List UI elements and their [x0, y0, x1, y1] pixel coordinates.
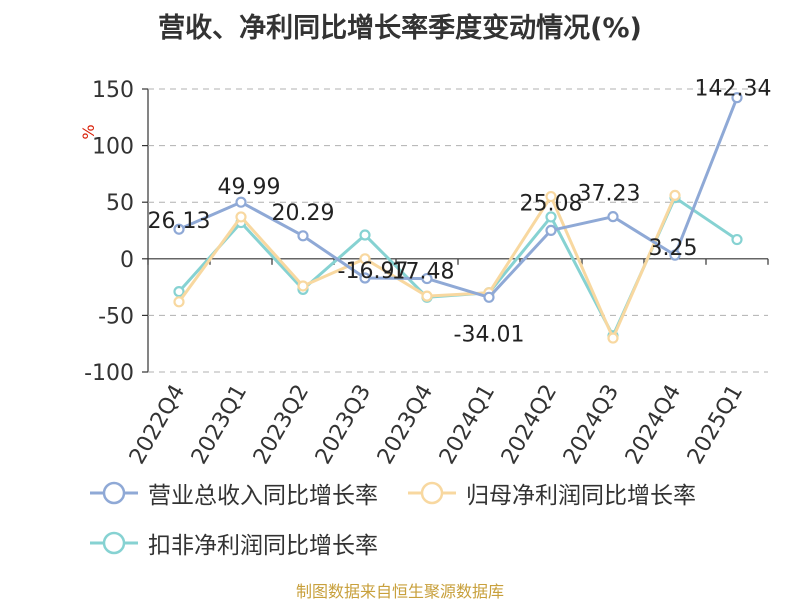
x-tick-label: 2023Q3 [311, 381, 376, 469]
x-tick-label: 2022Q4 [125, 381, 190, 469]
series-point-1 [669, 249, 681, 261]
data-label: 26.13 [148, 209, 211, 234]
chart-title: 营收、净利同比增长率季度变动情况(%) [158, 13, 642, 44]
x-tick-label: 2024Q4 [621, 381, 686, 469]
legend-swatch-icon [90, 531, 138, 555]
legend-swatch-icon [408, 481, 456, 505]
series-point-2 [669, 189, 681, 202]
legend: 营业总收入同比增长率 归母净利润同比增长率扣非净利润同比增长率 [88, 474, 768, 562]
legend-label: 营业总收入同比增长率 [148, 483, 378, 509]
y-tick-label: 100 [92, 135, 134, 160]
data-label: 49.99 [218, 175, 281, 200]
legend-label: 归母净利润同比增长率 [466, 483, 696, 509]
x-tick-label: 2023Q2 [249, 381, 314, 469]
series-point-2 [173, 296, 185, 308]
y-tick-label: -50 [98, 304, 134, 329]
legend-swatch-icon [90, 481, 138, 505]
series-point-2 [421, 290, 433, 302]
series-point-2 [545, 190, 557, 203]
legend-item-3[interactable]: 扣非净利润同比增长率 [88, 524, 378, 562]
series-point-3 [359, 229, 371, 241]
x-tick-label: 2024Q1 [435, 381, 500, 469]
series-point-1 [545, 224, 557, 237]
series-point-3 [545, 211, 557, 223]
x-tick-label: 2025Q1 [683, 381, 748, 469]
y-tick-label: 0 [120, 248, 134, 273]
y-tick-label: 50 [106, 191, 134, 216]
legend-label: 扣非净利润同比增长率 [148, 533, 378, 559]
legend-item-2[interactable]: 归母净利润同比增长率 [406, 474, 696, 512]
data-label: -34.01 [454, 322, 525, 347]
data-label: 20.29 [272, 201, 335, 226]
data-label: 37.23 [578, 182, 641, 207]
data-label: -17.48 [384, 260, 455, 285]
series-line-1 [178, 97, 739, 299]
x-tick-label: 2024Q3 [559, 381, 624, 469]
series-point-2 [359, 253, 371, 265]
series-point-1 [235, 196, 247, 208]
data-label: 142.34 [695, 77, 772, 102]
series-point-1 [483, 291, 495, 303]
data-label: 3.25 [649, 236, 698, 261]
series-point-3 [173, 286, 185, 298]
x-tick-label: 2023Q1 [187, 381, 252, 469]
y-axis-label: % [79, 124, 98, 139]
data-label: -16.97 [338, 259, 409, 284]
series-point-3 [731, 233, 743, 246]
x-tick-label: 2024Q2 [497, 381, 562, 469]
series-point-1 [731, 92, 743, 104]
series-point-1 [607, 211, 619, 223]
source-note: 制图数据来自恒生聚源数据库 [295, 582, 504, 601]
y-tick-label: -100 [84, 361, 134, 386]
series-point-2 [607, 332, 619, 344]
y-tick-label: 150 [92, 78, 134, 103]
series-point-1 [297, 230, 309, 242]
series-point-2 [235, 211, 247, 223]
series-point-1 [359, 272, 371, 284]
series-point-1 [421, 272, 433, 285]
x-tick-label: 2023Q4 [373, 381, 438, 469]
data-label: 25.08 [520, 191, 583, 216]
series-point-2 [297, 280, 309, 292]
series-point-1 [173, 223, 185, 235]
legend-item-1[interactable]: 营业总收入同比增长率 [88, 474, 378, 512]
